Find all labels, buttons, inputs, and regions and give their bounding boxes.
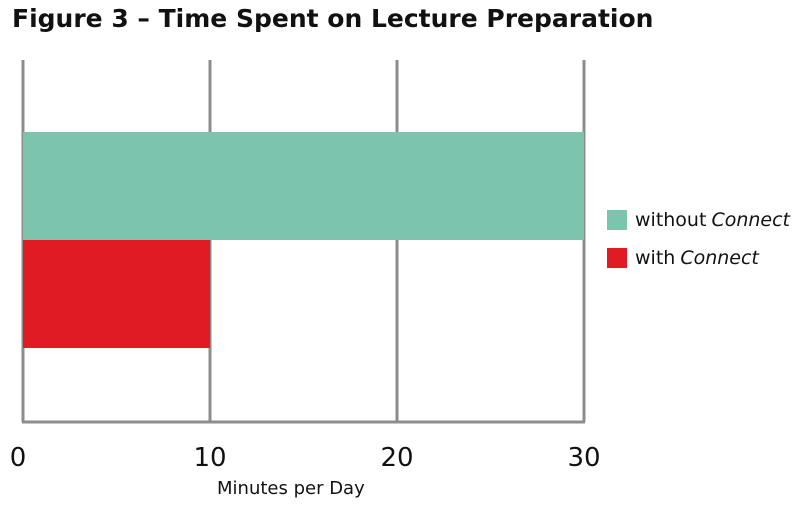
legend-label-connect: Connect xyxy=(680,247,759,269)
bar-without-connect xyxy=(23,132,584,240)
x-axis-label: Minutes per Day xyxy=(217,478,365,499)
x-tick-label-20: 20 xyxy=(380,443,413,473)
legend-item-with-connect: with Connect xyxy=(607,246,790,270)
chart-title: Figure 3 – Time Spent on Lecture Prepara… xyxy=(12,4,654,33)
legend-swatch-without-connect xyxy=(607,210,627,230)
legend: without Connect with Connect xyxy=(607,208,790,284)
x-tick-label-10: 10 xyxy=(193,443,226,473)
legend-item-without-connect: without Connect xyxy=(607,208,790,232)
x-tick-label-30: 30 xyxy=(567,443,600,473)
legend-swatch-with-connect xyxy=(607,248,627,268)
x-tick-labels: 0 10 20 30 xyxy=(10,443,601,473)
legend-label-connect: Connect xyxy=(711,209,790,231)
bar-with-connect xyxy=(23,240,210,348)
x-tick-label-0: 0 xyxy=(10,443,27,473)
legend-label-with: with xyxy=(635,247,676,269)
legend-label-without: without xyxy=(635,209,707,231)
bars xyxy=(23,132,584,348)
